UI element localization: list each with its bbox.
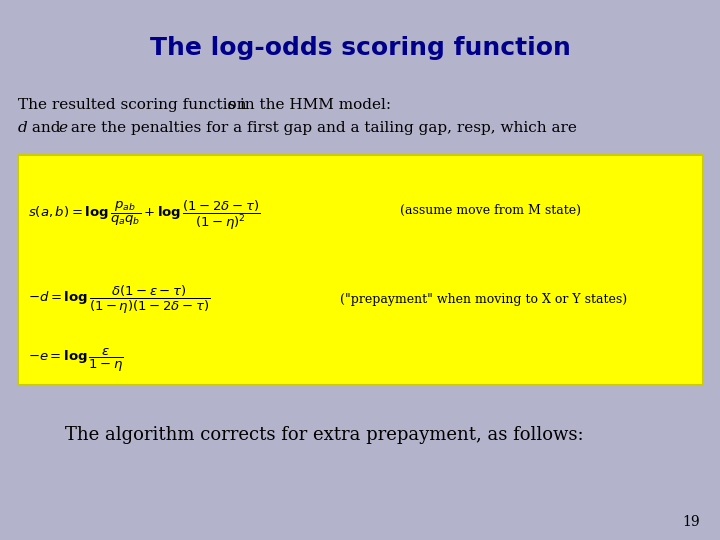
FancyBboxPatch shape xyxy=(18,155,703,385)
Text: (assume move from M state): (assume move from M state) xyxy=(400,204,581,217)
Text: $s(a,b) = \mathbf{log}\,\dfrac{p_{ab}}{q_a q_b} + \mathbf{log}\,\dfrac{(1-2\delt: $s(a,b) = \mathbf{log}\,\dfrac{p_{ab}}{q… xyxy=(28,198,260,232)
Text: d: d xyxy=(18,121,28,135)
Text: e: e xyxy=(58,121,67,135)
Text: $-d = \mathbf{log}\,\dfrac{\delta(1-\varepsilon-\tau)}{(1-\eta)(1-2\delta-\tau)}: $-d = \mathbf{log}\,\dfrac{\delta(1-\var… xyxy=(28,284,210,316)
Text: and: and xyxy=(27,121,66,135)
Text: $-e = \mathbf{log}\,\dfrac{\varepsilon}{1-\eta}$: $-e = \mathbf{log}\,\dfrac{\varepsilon}{… xyxy=(28,347,124,374)
Text: are the penalties for a first gap and a tailing gap, resp, which are: are the penalties for a first gap and a … xyxy=(66,121,577,135)
Text: The log-odds scoring function: The log-odds scoring function xyxy=(150,36,570,60)
Text: ("prepayment" when moving to X or Y states): ("prepayment" when moving to X or Y stat… xyxy=(340,294,627,307)
Text: 19: 19 xyxy=(683,515,700,529)
Text: The resulted scoring function: The resulted scoring function xyxy=(18,98,251,112)
Text: s: s xyxy=(228,98,236,112)
Text: in the HMM model:: in the HMM model: xyxy=(235,98,391,112)
Text: The algorithm corrects for extra prepayment, as follows:: The algorithm corrects for extra prepaym… xyxy=(65,426,584,444)
